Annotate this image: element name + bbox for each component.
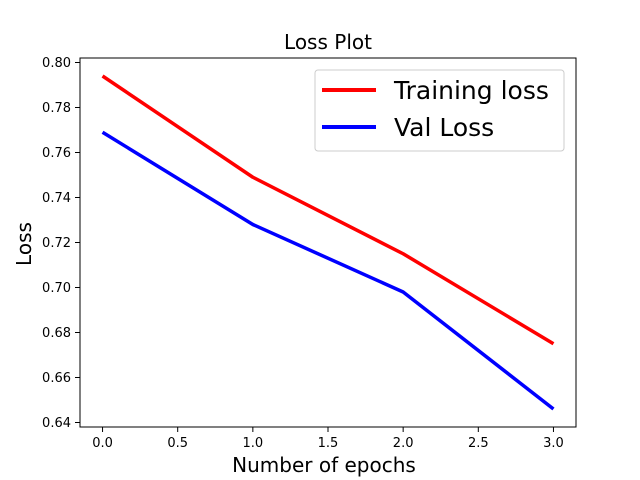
- x-tick-label: 2.0: [393, 436, 414, 451]
- y-tick-label: 0.80: [42, 56, 71, 71]
- legend-label-val-loss: Val Loss: [394, 113, 494, 142]
- y-axis-ticks: 0.64 0.66 0.68 0.70 0.72 0.74 0.76 0.78 0.80: [42, 56, 80, 431]
- legend-label-training-loss: Training loss: [393, 76, 549, 105]
- legend: Training loss Val Loss: [314, 69, 565, 152]
- y-tick-label: 0.68: [42, 326, 71, 341]
- chart-title: Loss Plot: [284, 30, 372, 54]
- y-tick-label: 0.66: [42, 371, 71, 386]
- y-tick-label: 0.72: [42, 236, 71, 251]
- x-axis-ticks: 0.0 0.5 1.0 1.5 2.0 2.5 3.0: [92, 427, 564, 451]
- legend-box: [314, 69, 565, 152]
- x-tick-label: 0.5: [167, 436, 188, 451]
- x-tick-label: 0.0: [92, 436, 113, 451]
- x-axis-title: Number of epochs: [232, 453, 416, 477]
- x-tick-label: 2.5: [468, 436, 489, 451]
- x-tick-label: 3.0: [543, 436, 564, 451]
- y-tick-label: 0.70: [42, 281, 71, 296]
- series-line-val-loss: [101, 130, 555, 411]
- x-tick-label: 1.5: [318, 436, 339, 451]
- y-axis-title: Loss: [12, 222, 36, 266]
- y-tick-label: 0.76: [42, 146, 71, 161]
- y-tick-label: 0.64: [42, 416, 71, 431]
- series-line-training-loss: [101, 74, 555, 346]
- series-layer: [101, 74, 555, 411]
- x-tick-label: 1.0: [243, 436, 264, 451]
- y-tick-label: 0.74: [42, 191, 71, 206]
- y-tick-label: 0.78: [42, 101, 71, 116]
